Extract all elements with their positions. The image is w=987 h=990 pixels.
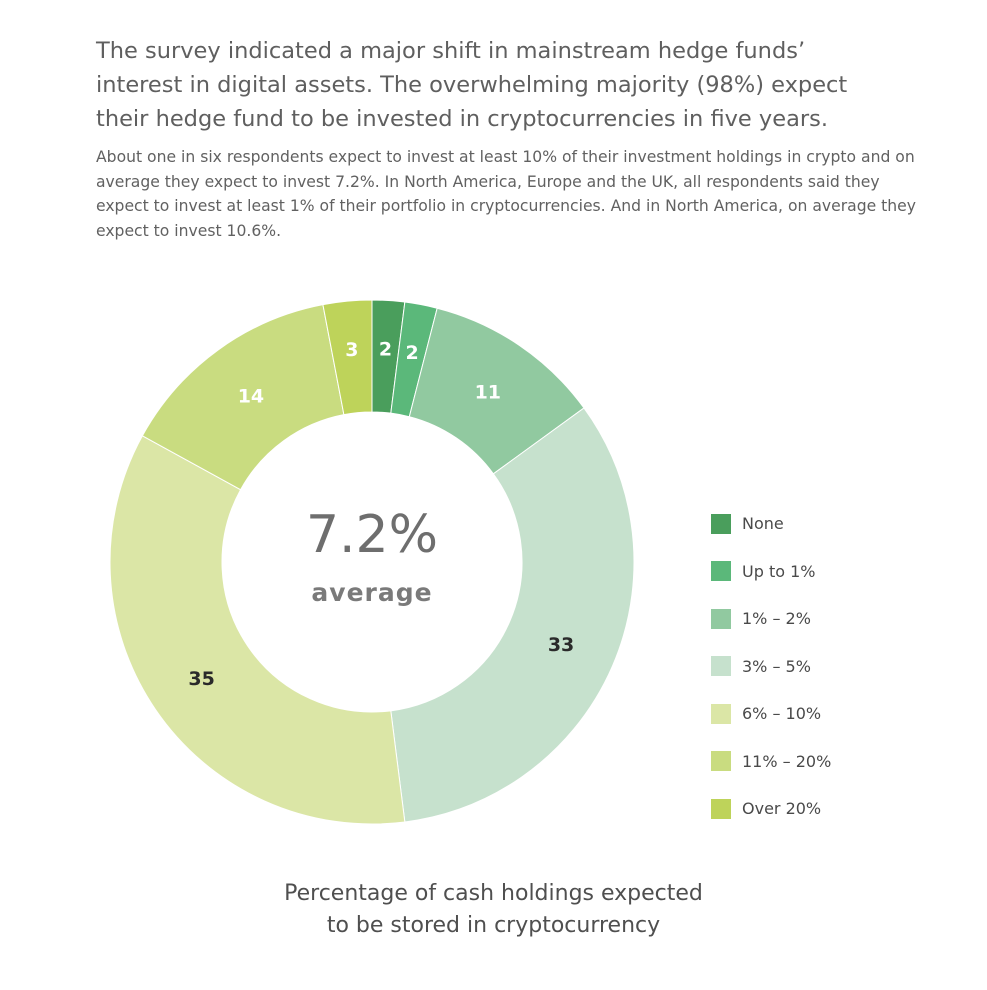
legend-swatch [711, 608, 731, 629]
slice-6-10 [109, 435, 406, 825]
legend-label: Up to 1% [742, 561, 816, 581]
legend-swatch [711, 751, 731, 772]
legend-item: 11% – 20% [711, 738, 831, 786]
legend-item: 6% – 10% [711, 690, 831, 738]
legend-swatch [711, 703, 731, 724]
legend-label: 11% – 20% [742, 751, 832, 771]
legend-swatch [711, 798, 731, 819]
center-average-label: average [311, 578, 433, 607]
caption-line-1: Percentage of cash holdings expected [284, 881, 703, 906]
data-label: 2 [379, 338, 392, 360]
chart-caption: Percentage of cash holdings expected to … [0, 878, 987, 942]
legend-item: Up to 1% [711, 548, 831, 596]
data-label: 3 [345, 339, 358, 361]
center-average-value: 7.2% [305, 505, 439, 565]
legend-label: 3% – 5% [742, 656, 811, 676]
legend-swatch [711, 513, 731, 534]
legend-label: 1% – 2% [742, 609, 811, 629]
legend-label: 6% – 10% [742, 704, 822, 724]
data-label: 35 [188, 668, 214, 690]
data-label: 11 [475, 382, 501, 404]
data-label: 33 [548, 634, 574, 656]
chart-legend: None Up to 1% 1% – 2% 3% – 5% 6% – 10% 11% – … [711, 500, 831, 833]
slice-over-20 [322, 299, 373, 416]
legend-swatch [711, 561, 731, 582]
data-label: 2 [405, 342, 418, 364]
lead-paragraph: About one in six respondents expect to i… [96, 148, 916, 240]
headline: The survey indicated a major shift in ma… [96, 38, 848, 132]
legend-item: 1% – 2% [711, 595, 831, 643]
legend-item: Over 20% [711, 785, 831, 833]
legend-label: Over 20% [742, 799, 822, 819]
caption-line-2: to be stored in cryptocurrency [326, 913, 661, 938]
data-label: 14 [238, 385, 264, 407]
slice-3-5 [390, 407, 635, 823]
legend-swatch [711, 656, 731, 677]
legend-item: 3% – 5% [711, 643, 831, 691]
slice-11-20 [141, 304, 345, 491]
legend-item: None [711, 500, 831, 548]
legend-label: None [742, 514, 784, 534]
donut-chart: 2 2 11 33 35 14 3 [109, 299, 635, 825]
